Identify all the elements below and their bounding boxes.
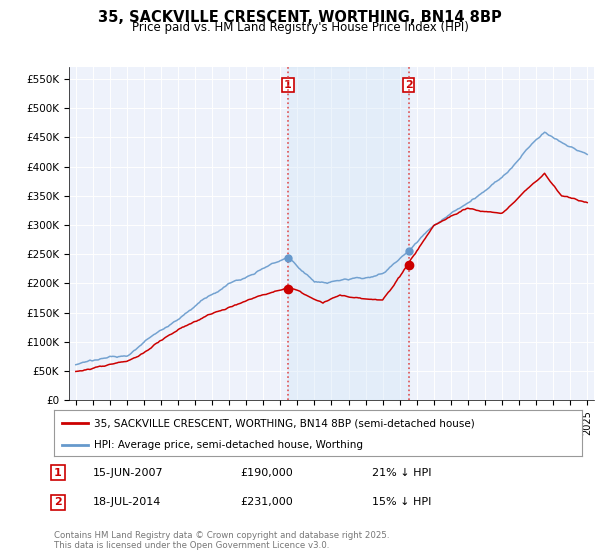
Text: 1: 1 bbox=[284, 80, 292, 90]
Bar bbox=[288, 67, 409, 400]
Text: 15% ↓ HPI: 15% ↓ HPI bbox=[372, 497, 431, 507]
Text: £190,000: £190,000 bbox=[240, 468, 293, 478]
Text: 18-JUL-2014: 18-JUL-2014 bbox=[93, 497, 161, 507]
Text: 35, SACKVILLE CRESCENT, WORTHING, BN14 8BP (semi-detached house): 35, SACKVILLE CRESCENT, WORTHING, BN14 8… bbox=[94, 418, 475, 428]
Text: £231,000: £231,000 bbox=[240, 497, 293, 507]
Text: Price paid vs. HM Land Registry's House Price Index (HPI): Price paid vs. HM Land Registry's House … bbox=[131, 21, 469, 34]
Text: 1: 1 bbox=[54, 468, 62, 478]
Text: 21% ↓ HPI: 21% ↓ HPI bbox=[372, 468, 431, 478]
Text: Contains HM Land Registry data © Crown copyright and database right 2025.
This d: Contains HM Land Registry data © Crown c… bbox=[54, 530, 389, 550]
Text: 2: 2 bbox=[54, 497, 62, 507]
Text: HPI: Average price, semi-detached house, Worthing: HPI: Average price, semi-detached house,… bbox=[94, 440, 362, 450]
Text: 15-JUN-2007: 15-JUN-2007 bbox=[93, 468, 164, 478]
Text: 35, SACKVILLE CRESCENT, WORTHING, BN14 8BP: 35, SACKVILLE CRESCENT, WORTHING, BN14 8… bbox=[98, 10, 502, 25]
Text: 2: 2 bbox=[405, 80, 413, 90]
